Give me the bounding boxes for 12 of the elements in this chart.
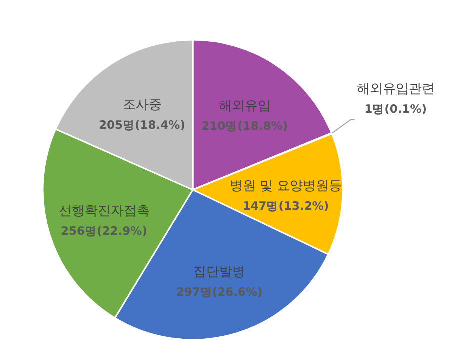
data-label: 205명(18.4%) <box>99 118 186 132</box>
slice-label: 선행확진자접촉 <box>58 204 150 219</box>
slice-label: 집단발병 <box>194 265 246 280</box>
data-label: 210명(18.8%) <box>202 118 288 133</box>
slice-label: 해외유입 <box>218 98 271 114</box>
data-label: 147명(13.2%) <box>242 198 330 213</box>
slice-label: 해외유입관련 <box>356 82 435 97</box>
slice-label: 조사중 <box>122 98 162 114</box>
data-label: 297명(26.6%) <box>176 285 263 300</box>
data-label: 1명(0.1%) <box>364 102 428 116</box>
data-label: 256명(22.9%) <box>61 224 148 238</box>
slice-label: 병원 및 요양병원등 <box>230 178 342 194</box>
